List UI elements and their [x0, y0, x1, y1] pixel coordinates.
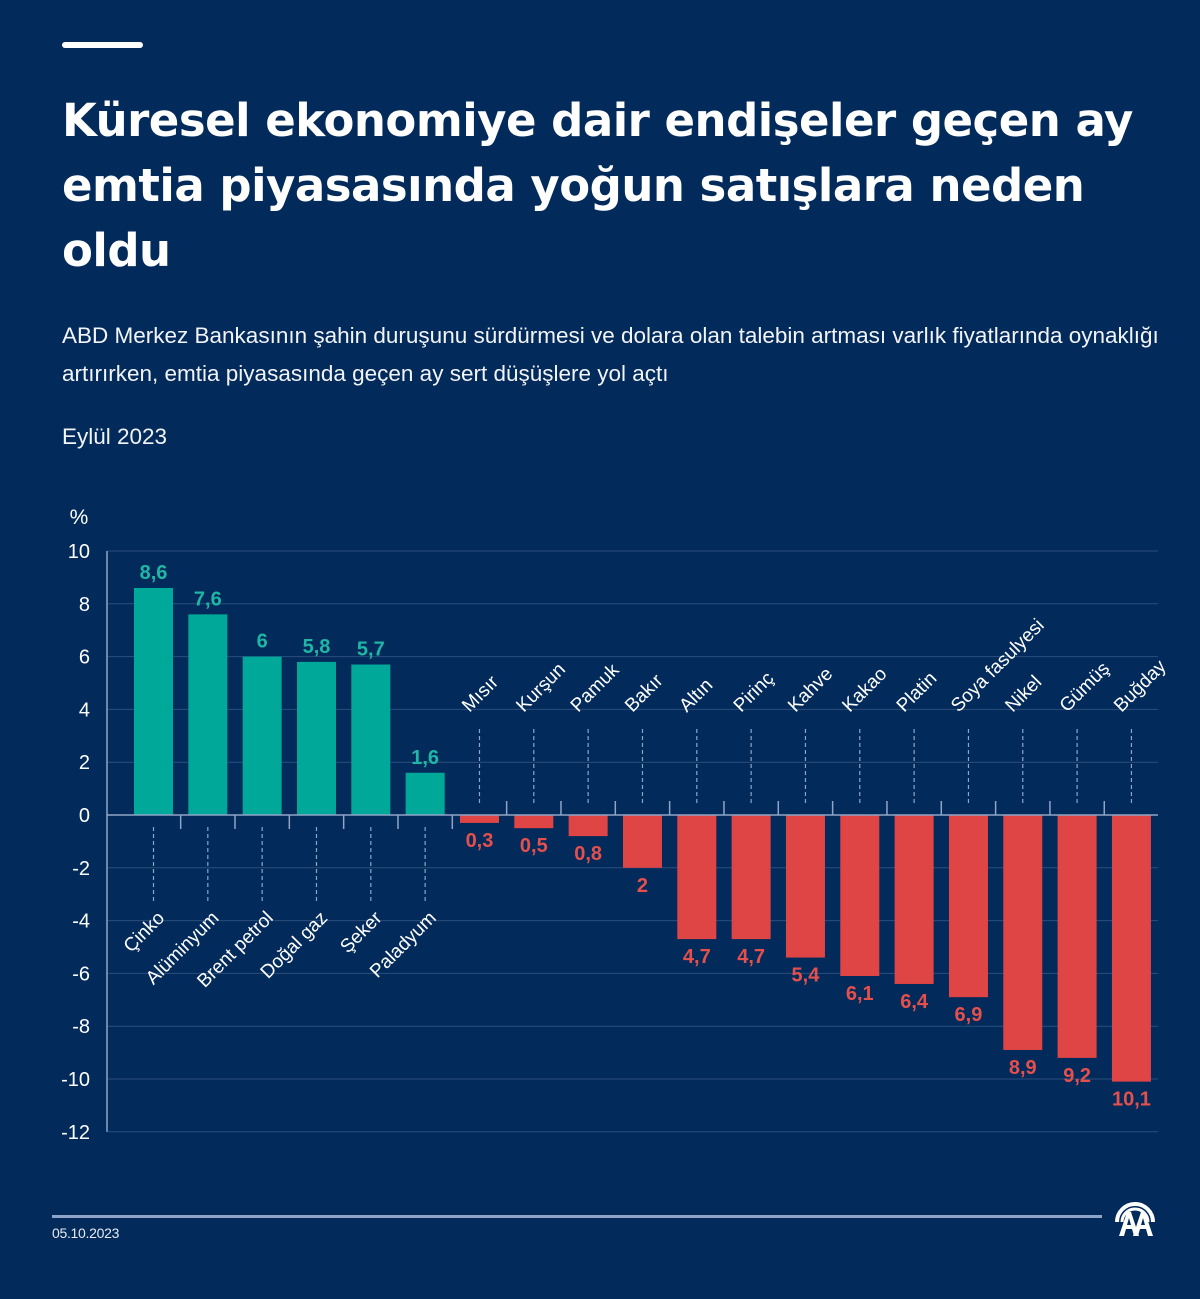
- data-label: 0,8: [574, 843, 602, 865]
- bar: [242, 656, 282, 815]
- bar: [948, 815, 988, 998]
- y-tick-label: -2: [72, 858, 90, 880]
- data-label: 6,9: [955, 1004, 983, 1026]
- bar: [677, 815, 717, 940]
- data-label: 0,3: [466, 830, 494, 852]
- data-label: 8,6: [140, 562, 168, 584]
- data-label: 1,6: [411, 747, 439, 769]
- period-label: Eylül 2023: [62, 424, 168, 449]
- data-label: 5,7: [357, 639, 385, 661]
- y-tick-label: 6: [79, 647, 90, 669]
- data-label: 0,5: [520, 835, 548, 857]
- x-tick-label: Gümüş: [1056, 658, 1114, 716]
- x-tick-label: Buğday: [1110, 656, 1171, 717]
- bar: [459, 815, 499, 823]
- x-tick-label: Kahve: [784, 664, 837, 717]
- y-tick-label: 8: [79, 594, 90, 616]
- data-label: 10,1: [1112, 1089, 1151, 1111]
- y-tick-label: -10: [61, 1069, 90, 1091]
- bar: [296, 661, 336, 815]
- bar: [514, 815, 554, 829]
- bar: [568, 815, 608, 837]
- y-tick-label: 2: [79, 752, 90, 774]
- x-tick-label: Çinko: [120, 908, 169, 957]
- bar: [785, 815, 825, 958]
- bar: [134, 587, 173, 815]
- data-label: 7,6: [194, 588, 222, 610]
- y-tick-label: -6: [72, 963, 90, 985]
- bar-chart: %1086420-2-4-6-8-10-128,6Çinko7,6Alüminy…: [61, 506, 1171, 1144]
- y-tick-label: 0: [79, 805, 90, 827]
- bar: [188, 614, 228, 815]
- y-tick-label: -12: [61, 1122, 90, 1144]
- publish-date: 05.10.2023: [52, 1225, 120, 1241]
- footer-divider: [52, 1215, 1102, 1218]
- x-tick-label: Altın: [675, 675, 717, 717]
- x-tick-label: Pamuk: [567, 660, 624, 717]
- bar: [405, 772, 445, 815]
- bar: [840, 815, 880, 977]
- page-title: Küresel ekonomiye dair endişeler geçen a…: [62, 94, 1133, 277]
- y-tick-label: -4: [72, 911, 90, 933]
- bar: [351, 664, 391, 815]
- data-label: 4,7: [683, 946, 711, 968]
- y-tick-label: 4: [79, 699, 90, 721]
- bar: [894, 815, 934, 984]
- x-tick-label: Kurşun: [512, 659, 569, 716]
- data-label: 6,1: [846, 983, 874, 1005]
- data-label: 6,4: [900, 991, 929, 1013]
- bar: [731, 815, 771, 940]
- data-label: 5,4: [792, 965, 821, 987]
- data-label: 8,9: [1009, 1057, 1037, 1079]
- aa-logo-icon: [1115, 1202, 1155, 1236]
- title-accent-bar: [62, 42, 143, 48]
- x-tick-label: Şeker: [336, 907, 386, 957]
- bar: [1111, 815, 1151, 1082]
- y-axis-unit-label: %: [70, 506, 89, 529]
- x-tick-label: Kakao: [838, 664, 891, 717]
- data-label: 6: [257, 631, 268, 653]
- data-label: 5,8: [303, 636, 331, 658]
- y-tick-label: 10: [68, 541, 90, 563]
- subtitle: ABD Merkez Bankasının şahin duruşunu sür…: [62, 323, 1159, 386]
- bar: [622, 815, 662, 868]
- bar: [1057, 815, 1097, 1058]
- data-label: 2: [637, 875, 648, 897]
- data-label: 9,2: [1063, 1065, 1091, 1087]
- y-tick-label: -8: [72, 1016, 90, 1038]
- bar: [1003, 815, 1043, 1050]
- x-tick-label: Soya fasulyesi: [947, 615, 1048, 716]
- data-label: 4,7: [737, 946, 765, 968]
